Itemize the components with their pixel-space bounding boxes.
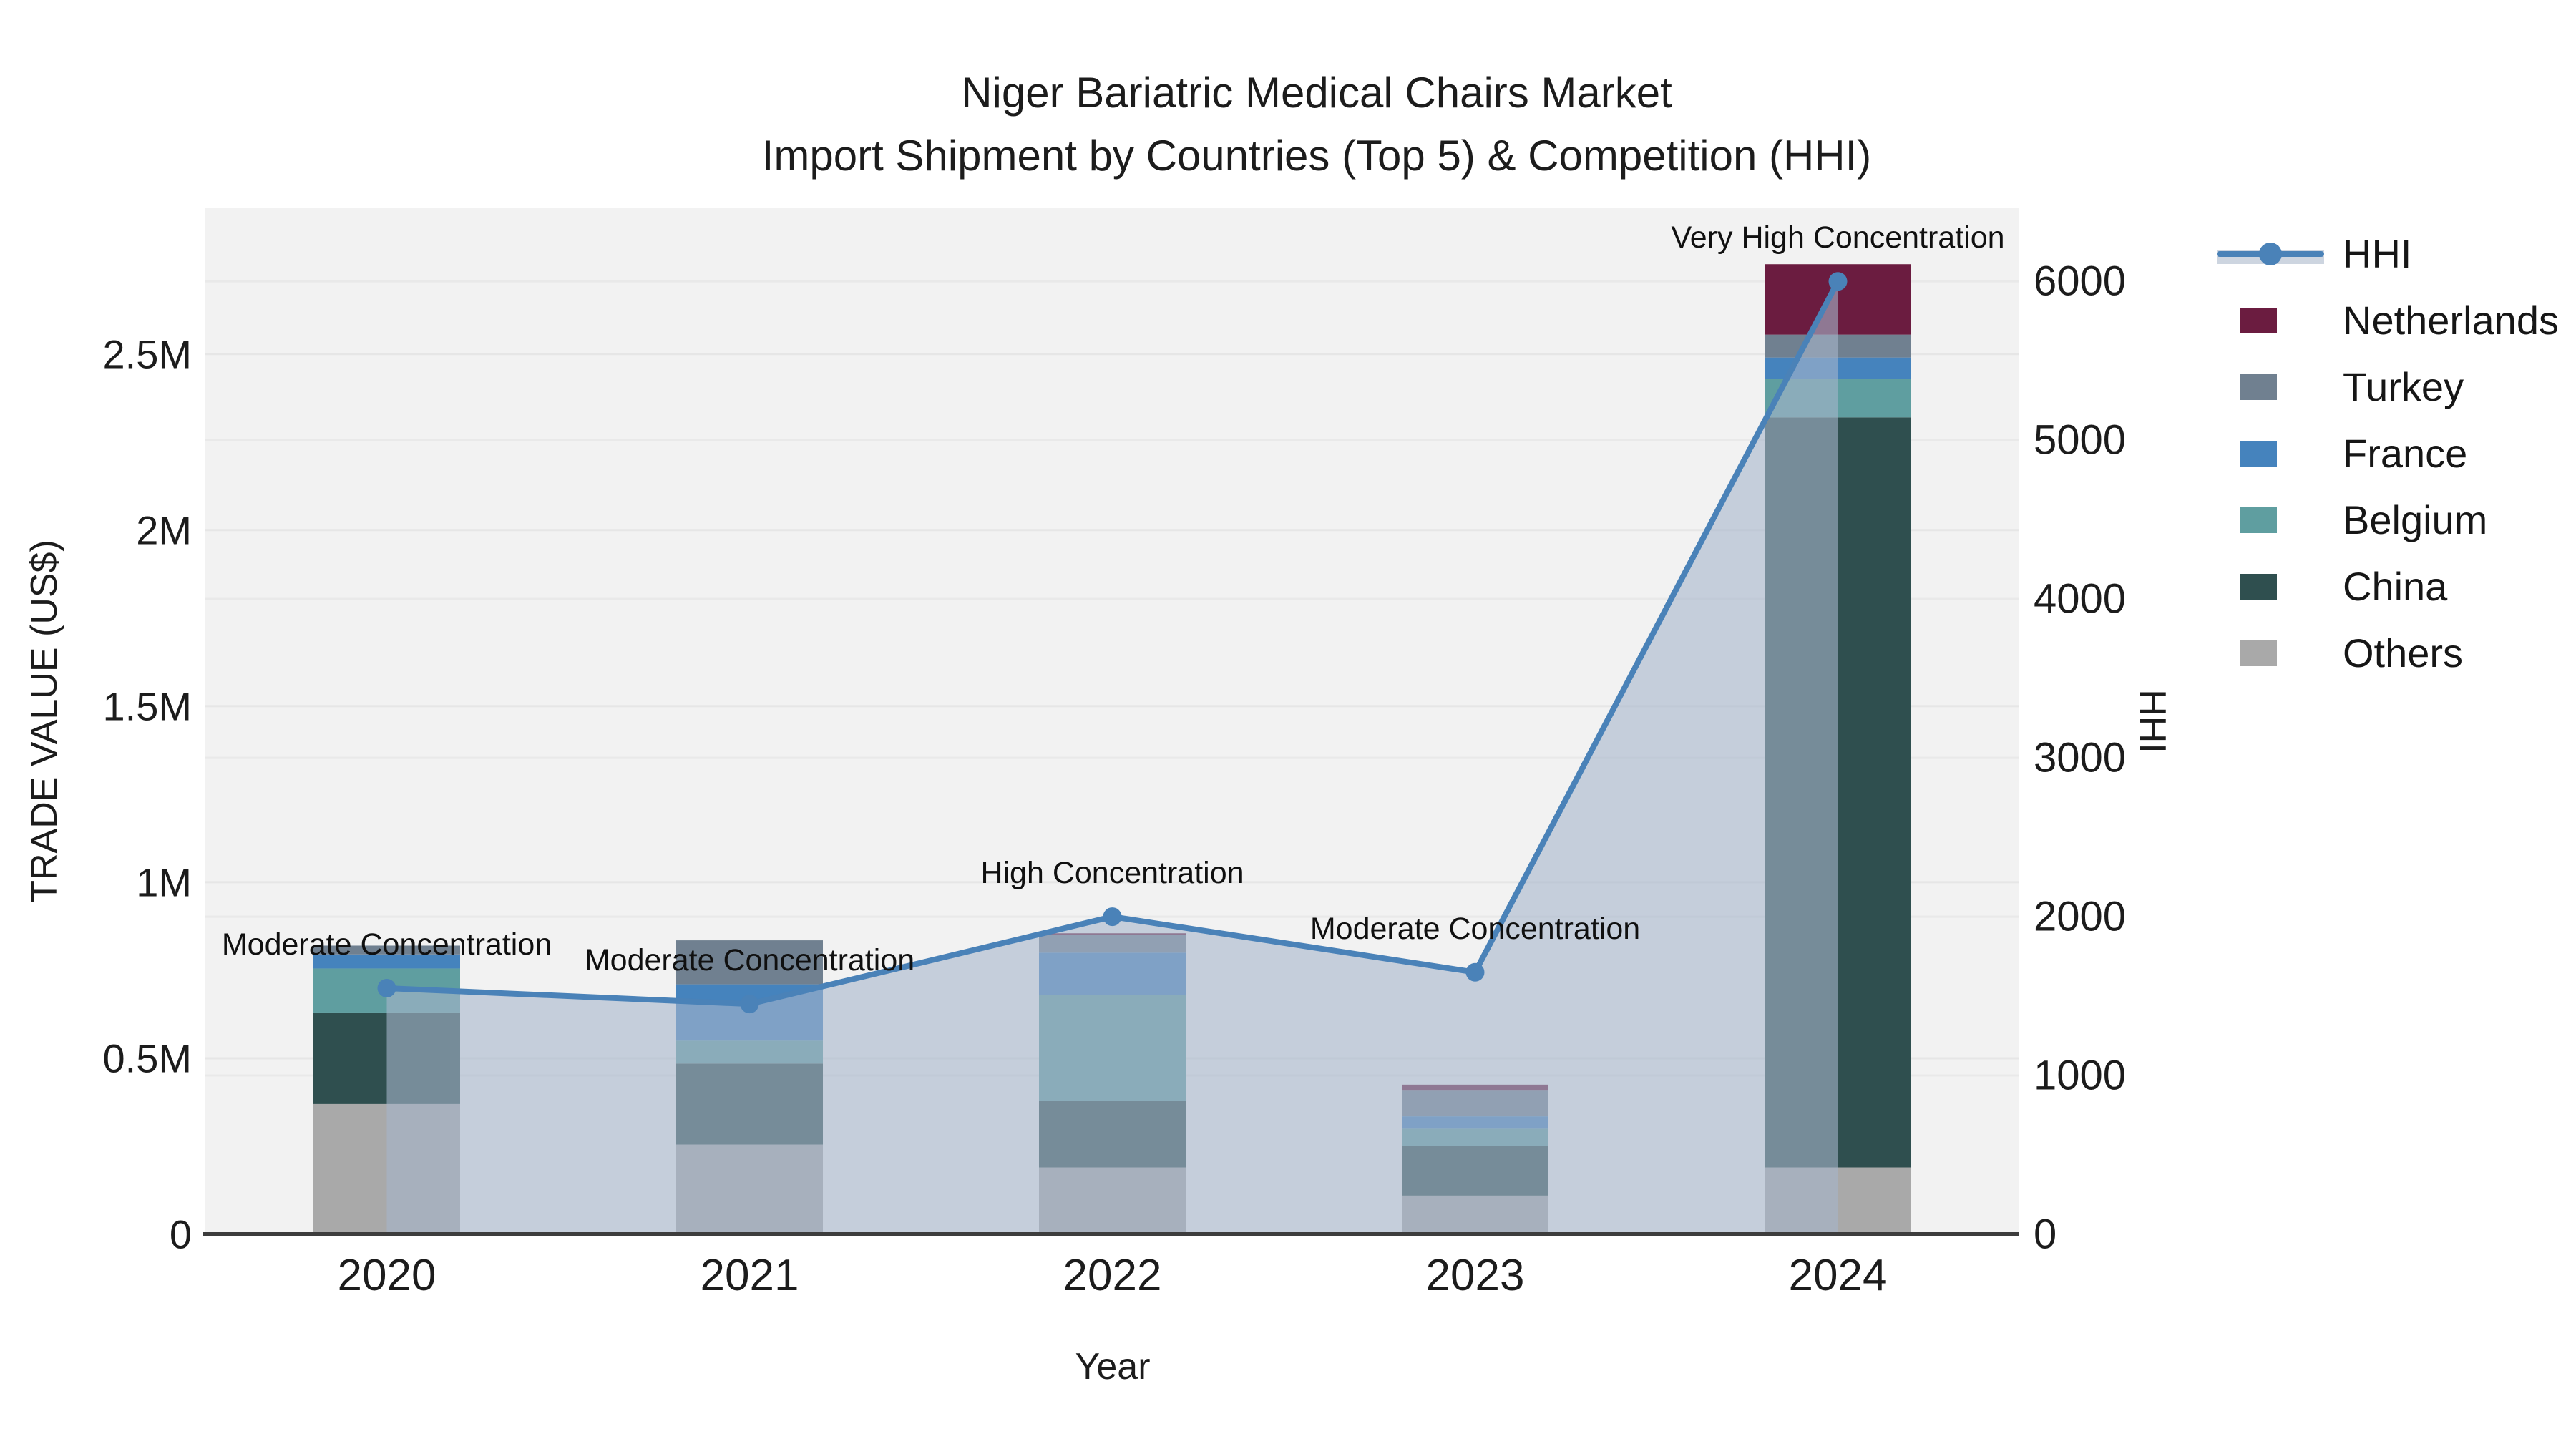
- china-swatch-icon: [2217, 564, 2324, 610]
- y-axis-title-right: HHI: [2132, 689, 2173, 753]
- chart-title-line1: Niger Bariatric Medical Chairs Market: [961, 69, 1672, 117]
- bar-segment-2021-turkey: [676, 940, 823, 985]
- legend-item-turkey[interactable]: Turkey: [2217, 364, 2559, 410]
- x-tick-2021: 2021: [700, 1251, 799, 1300]
- y-left-tick-0: 0: [169, 1211, 192, 1257]
- bar-segment-2020-turkey: [313, 945, 460, 955]
- legend-item-china[interactable]: China: [2217, 563, 2559, 610]
- hhi-marker-sample: [2259, 242, 2282, 265]
- legend-label-turkey: Turkey: [2343, 364, 2464, 409]
- hhi-marker-2022: [1103, 907, 1122, 927]
- chart-title: Niger Bariatric Medical Chairs Market Im…: [762, 62, 1872, 187]
- bar-segment-2020-france: [313, 954, 460, 969]
- y-axis-title-left: TRADE VALUE (US$): [24, 540, 65, 903]
- y-right-tick-6000: 6000: [2034, 258, 2127, 305]
- x-tick-2024: 2024: [1788, 1251, 1888, 1300]
- x-tick-2020: 2020: [337, 1251, 436, 1300]
- belgium-color-swatch: [2240, 507, 2277, 533]
- others-color-swatch: [2240, 640, 2277, 666]
- legend-item-belgium[interactable]: Belgium: [2217, 497, 2559, 543]
- legend-label-netherlands: Netherlands: [2343, 298, 2559, 343]
- legend-item-hhi[interactable]: HHI: [2217, 230, 2559, 277]
- hhi-marker-2021: [740, 995, 759, 1014]
- france-swatch-icon: [2217, 431, 2324, 477]
- y-right-tick-3000: 3000: [2034, 734, 2127, 781]
- legend-item-netherlands[interactable]: Netherlands: [2217, 297, 2559, 343]
- netherlands-color-swatch: [2240, 307, 2277, 333]
- annotation-2022: High Concentration: [980, 856, 1244, 891]
- turkey-swatch-icon: [2217, 364, 2324, 410]
- y-right-tick-1000: 1000: [2034, 1052, 2127, 1099]
- legend-label-others: Others: [2343, 630, 2464, 675]
- legend-label-belgium: Belgium: [2343, 497, 2488, 542]
- y-left-tick-2.5M: 2.5M: [102, 331, 192, 377]
- annotation-2021: Moderate Concentration: [584, 943, 915, 978]
- hhi-marker-2024: [1828, 272, 1848, 291]
- x-axis-title: Year: [1075, 1346, 1151, 1387]
- legend-item-france[interactable]: France: [2217, 430, 2559, 477]
- annotation-2024: Very High Concentration: [1671, 220, 2005, 255]
- legend: HHI Netherlands Turkey France Belgium China Ot…: [2217, 230, 2559, 676]
- y-left-tick-1M: 1M: [136, 859, 192, 905]
- china-color-swatch: [2240, 573, 2277, 600]
- annotation-2020: Moderate Concentration: [221, 927, 552, 962]
- x-tick-2022: 2022: [1063, 1251, 1162, 1300]
- y-right-tick-4000: 4000: [2034, 575, 2127, 623]
- others-swatch-icon: [2217, 630, 2324, 676]
- turkey-color-swatch: [2240, 374, 2277, 400]
- hhi-marker-2023: [1465, 962, 1485, 982]
- netherlands-swatch-icon: [2217, 298, 2324, 343]
- hhi-area-fill: [386, 281, 1838, 1234]
- legend-item-others[interactable]: Others: [2217, 630, 2559, 676]
- hhi-line-icon: [2217, 231, 2324, 277]
- y-left-tick-1.5M: 1.5M: [102, 683, 192, 729]
- y-right-tick-2000: 2000: [2034, 893, 2127, 940]
- legend-label-france: France: [2343, 431, 2468, 476]
- legend-label-china: China: [2343, 564, 2448, 609]
- x-tick-2023: 2023: [1425, 1251, 1525, 1300]
- y-left-tick-2M: 2M: [136, 507, 192, 553]
- y-left-tick-0.5M: 0.5M: [102, 1035, 192, 1081]
- france-color-swatch: [2240, 440, 2277, 467]
- y-right-tick-5000: 5000: [2034, 416, 2127, 464]
- belgium-swatch-icon: [2217, 497, 2324, 543]
- y-right-tick-0: 0: [2034, 1211, 2057, 1258]
- legend-label-hhi: HHI: [2343, 231, 2412, 276]
- chart-title-line2: Import Shipment by Countries (Top 5) & C…: [761, 132, 1872, 180]
- annotation-2023: Moderate Concentration: [1309, 911, 1641, 946]
- hhi-marker-2020: [377, 978, 396, 997]
